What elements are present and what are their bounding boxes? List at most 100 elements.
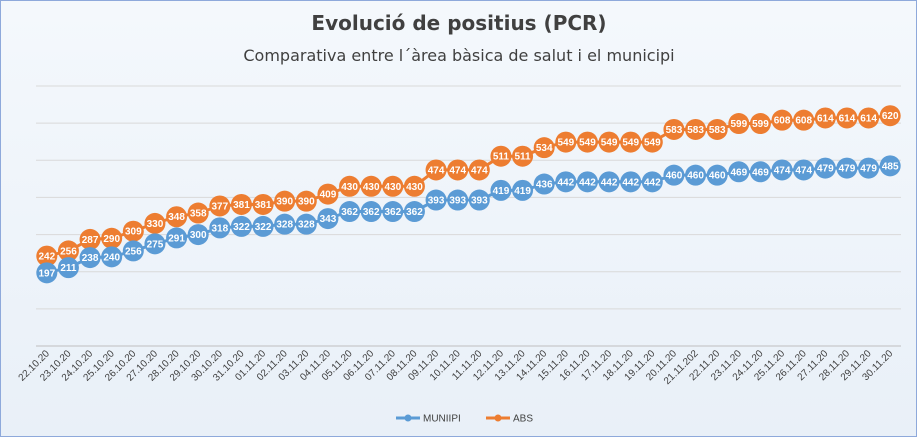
data-label: 309 bbox=[125, 227, 142, 238]
data-label: 549 bbox=[579, 138, 596, 149]
data-label: 275 bbox=[147, 239, 164, 250]
data-point bbox=[36, 245, 58, 267]
legend-label: MUNIIPI bbox=[423, 414, 461, 425]
data-label: 377 bbox=[211, 201, 228, 212]
data-point bbox=[274, 190, 296, 212]
legend-marker bbox=[494, 414, 502, 422]
data-point bbox=[879, 155, 901, 177]
data-label: 534 bbox=[536, 143, 553, 154]
data-point bbox=[598, 171, 620, 193]
data-label: 460 bbox=[687, 171, 704, 182]
data-label: 409 bbox=[320, 190, 337, 201]
data-point bbox=[382, 201, 404, 223]
data-point bbox=[295, 190, 317, 212]
data-label: 608 bbox=[795, 116, 812, 127]
data-point bbox=[252, 193, 274, 215]
chart-subtitle: Comparativa entre l´àrea bàsica de salut… bbox=[243, 46, 674, 65]
data-point bbox=[533, 173, 555, 195]
data-point bbox=[166, 206, 188, 228]
data-point bbox=[641, 131, 663, 153]
data-label: 381 bbox=[255, 200, 272, 211]
data-point bbox=[576, 131, 598, 153]
data-label: 620 bbox=[882, 111, 899, 122]
data-label: 393 bbox=[449, 196, 466, 207]
data-label: 469 bbox=[730, 167, 747, 178]
data-label: 419 bbox=[493, 186, 510, 197]
data-label: 430 bbox=[341, 182, 358, 193]
data-label: 583 bbox=[666, 125, 683, 136]
series-line bbox=[46, 164, 891, 275]
data-label: 469 bbox=[752, 167, 769, 178]
data-point bbox=[490, 145, 512, 167]
data-label: 485 bbox=[882, 161, 899, 172]
data-point bbox=[447, 189, 469, 211]
data-point bbox=[576, 171, 598, 193]
data-point bbox=[685, 164, 707, 186]
x-axis-ticks: 22.10.2023.10.2024.10.2025.10.2026.10.20… bbox=[17, 348, 896, 387]
data-label: 393 bbox=[471, 196, 488, 207]
data-point bbox=[317, 183, 339, 205]
data-point bbox=[533, 137, 555, 159]
data-label: 599 bbox=[730, 119, 747, 130]
data-point bbox=[814, 157, 836, 179]
data-label: 442 bbox=[601, 177, 618, 188]
data-point bbox=[425, 189, 447, 211]
data-point bbox=[360, 175, 382, 197]
data-label: 343 bbox=[320, 214, 337, 225]
data-label: 328 bbox=[276, 220, 293, 231]
data-label: 474 bbox=[449, 165, 466, 176]
data-label: 256 bbox=[60, 246, 77, 257]
data-label: 549 bbox=[557, 138, 574, 149]
data-label: 362 bbox=[341, 207, 358, 218]
data-point bbox=[771, 109, 793, 131]
series-line bbox=[46, 114, 891, 258]
data-label: 362 bbox=[406, 207, 423, 218]
data-label: 442 bbox=[644, 177, 661, 188]
data-label: 479 bbox=[817, 164, 834, 175]
data-point bbox=[230, 193, 252, 215]
data-point bbox=[425, 159, 447, 181]
data-label: 608 bbox=[774, 116, 791, 127]
chart-title: Evolució de positius (PCR) bbox=[311, 11, 606, 35]
data-point bbox=[295, 213, 317, 235]
data-label: 381 bbox=[233, 200, 250, 211]
data-point bbox=[879, 105, 901, 127]
gridlines bbox=[36, 85, 901, 347]
data-point bbox=[209, 195, 231, 217]
data-label: 197 bbox=[38, 268, 55, 279]
data-label: 511 bbox=[493, 152, 510, 163]
data-point bbox=[706, 118, 728, 140]
data-point bbox=[403, 201, 425, 223]
data-point bbox=[728, 161, 750, 183]
data-point bbox=[403, 175, 425, 197]
data-label: 348 bbox=[168, 212, 185, 223]
data-point bbox=[57, 240, 79, 262]
data-point bbox=[101, 246, 123, 268]
data-label: 318 bbox=[211, 223, 228, 234]
data-point bbox=[793, 159, 815, 181]
data-point bbox=[468, 159, 490, 181]
data-point bbox=[122, 240, 144, 262]
data-point bbox=[252, 215, 274, 237]
data-point bbox=[512, 145, 534, 167]
data-label: 322 bbox=[255, 222, 272, 233]
data-label: 599 bbox=[752, 119, 769, 130]
data-point bbox=[836, 157, 858, 179]
data-point bbox=[274, 213, 296, 235]
data-label: 211 bbox=[60, 263, 77, 274]
series-layer: 242 256 287 290 309 330 348 358 377 381 381 390 390 4… bbox=[36, 105, 901, 284]
data-label: 328 bbox=[298, 220, 315, 231]
data-point bbox=[101, 227, 123, 249]
data-label: 390 bbox=[298, 197, 315, 208]
data-point bbox=[555, 171, 577, 193]
data-point bbox=[620, 171, 642, 193]
data-point bbox=[685, 118, 707, 140]
data-label: 362 bbox=[363, 207, 380, 218]
data-point bbox=[749, 161, 771, 183]
data-point bbox=[166, 227, 188, 249]
data-label: 474 bbox=[428, 165, 445, 176]
data-point bbox=[663, 118, 685, 140]
legend-label: ABS bbox=[513, 414, 533, 425]
data-point bbox=[209, 217, 231, 239]
data-point bbox=[230, 215, 252, 237]
